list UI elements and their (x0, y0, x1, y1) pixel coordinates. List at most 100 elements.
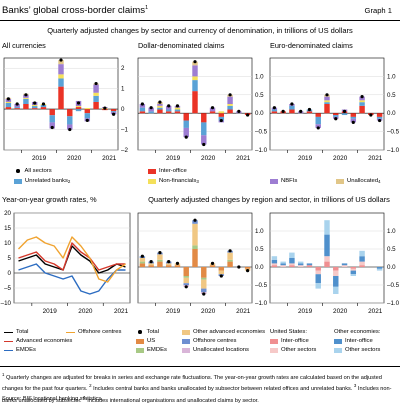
legend-item-total: Total (136, 329, 159, 335)
y-tick-label: 1.0 (387, 73, 396, 80)
source-note: Source: BIS locational banking statistic… (2, 396, 103, 402)
bar-unrelated-banks (350, 116, 357, 119)
bar-us (201, 267, 207, 278)
legend-label: Offshore centres (193, 338, 237, 344)
bar-inter-office (23, 104, 29, 110)
graph-title: Banks’ global cross-border claims1 (2, 5, 148, 16)
x-year-label: 2019 (298, 308, 313, 315)
total-dot (175, 104, 180, 108)
panel-title-euro: Euro-denominated claims (270, 41, 353, 50)
legend-yoy: Total Offshore centres Advanced economies E… (0, 329, 134, 359)
bar-nbfis (350, 118, 357, 123)
bar-unrelated-banks (75, 109, 82, 112)
top-legend: All sectors Inter-office Unrelated banks 2 N… (0, 166, 400, 188)
footnote-4: 4 Includes international organisations a… (83, 394, 259, 404)
y-tick-label: 1.0 (255, 228, 264, 235)
bar-unrelated-banks (174, 109, 181, 112)
bar-inter-office (271, 111, 278, 114)
bar-nbfis (58, 64, 64, 75)
total-dot (272, 106, 276, 110)
x-year-label: 2020 (201, 155, 216, 162)
total-dot (112, 112, 116, 116)
bar-us-other (324, 256, 330, 262)
total-dot (158, 251, 162, 255)
bar-oth-interoffice (306, 263, 313, 266)
total-dot (59, 58, 63, 62)
bar-oth-other (289, 252, 295, 258)
bar-unrelated-banks (93, 95, 99, 102)
bar-inter-office (49, 109, 55, 116)
bar-oth-interoffice (341, 263, 348, 266)
total-dot (334, 117, 338, 121)
legend-note: 2 (67, 178, 71, 184)
total-dot (103, 106, 107, 110)
bar-us-interoffice (306, 265, 313, 267)
bar-us-other (341, 265, 348, 267)
bar-unrelated-banks (84, 113, 91, 119)
x-year-label: 2019 (166, 155, 181, 162)
total-dot (237, 265, 241, 269)
bar-us (209, 265, 216, 267)
legend-item-other-sectors: Other sectors (334, 347, 380, 353)
bar-nbfis (148, 107, 154, 112)
legend-label: US (147, 338, 156, 344)
bar-other-advanced (148, 263, 154, 266)
y-tick-label: 2 (121, 65, 125, 72)
bar-other-advanced (183, 277, 189, 284)
y-tick-label: –0.5 (255, 129, 268, 136)
series-line-advanced-economies (18, 242, 126, 271)
bar-non-financials (174, 107, 181, 110)
bar-oth-other (315, 283, 321, 289)
legend-item-total: Total (4, 329, 28, 335)
y-tick-label: 0 (8, 270, 12, 277)
bar-us-interoffice (289, 265, 295, 267)
total-dot (369, 113, 373, 117)
legend-marker (4, 349, 13, 351)
bar-nbfis (227, 96, 233, 104)
bar-us-other (350, 268, 357, 271)
bar-inter-office (289, 109, 295, 114)
bar-other-advanced (165, 263, 172, 266)
bar-oth-interoffice (350, 270, 357, 275)
total-dot (24, 93, 28, 97)
bar-inter-office (93, 101, 99, 110)
x-year-label: 2021 (236, 155, 251, 162)
legend-header-other: Other economies: (334, 329, 381, 335)
bar-offshore-bar (201, 288, 207, 293)
bar-unrelated-banks (201, 122, 207, 136)
bar-oth-other (359, 250, 365, 257)
bar-nbfis (93, 84, 99, 93)
total-dot (360, 95, 364, 99)
bar-unrelated-banks (23, 98, 29, 104)
bar-inter-office (218, 113, 225, 117)
bar-emdes-bar (227, 259, 233, 262)
legend-label: EMDEs (16, 347, 36, 353)
y-tick-label: –10 (1, 300, 12, 307)
legend-marker (336, 178, 344, 184)
bar-inter-office (174, 111, 181, 114)
total-dot (50, 125, 54, 130)
legend-item-offshore-centres: Offshore centres (66, 329, 121, 335)
x-year-label: 2021 (368, 155, 383, 162)
x-year-label: 2020 (333, 308, 348, 315)
total-dot (290, 102, 294, 106)
bar-non-financials (359, 100, 365, 103)
total-dot (184, 285, 188, 289)
total-dot (167, 104, 171, 108)
bar-us-interoffice (271, 265, 278, 267)
total-dot (76, 101, 81, 105)
bar-other-advanced (139, 258, 146, 262)
legend-item-emdes: EMDEs (4, 347, 36, 353)
total-dot (351, 120, 355, 124)
legend-label: Inter-office (159, 168, 187, 174)
bar-us-other (315, 270, 321, 275)
total-dot (94, 81, 98, 86)
footnote-rule (0, 366, 400, 367)
bar-nbfis (139, 104, 146, 108)
series-line-total (18, 245, 126, 274)
bottom-subtitle: Quarterly adjusted changes by region and… (148, 195, 390, 204)
bar-oth-interoffice (315, 274, 321, 284)
legend-marker (270, 338, 278, 344)
bar-other-advanced (227, 252, 233, 260)
